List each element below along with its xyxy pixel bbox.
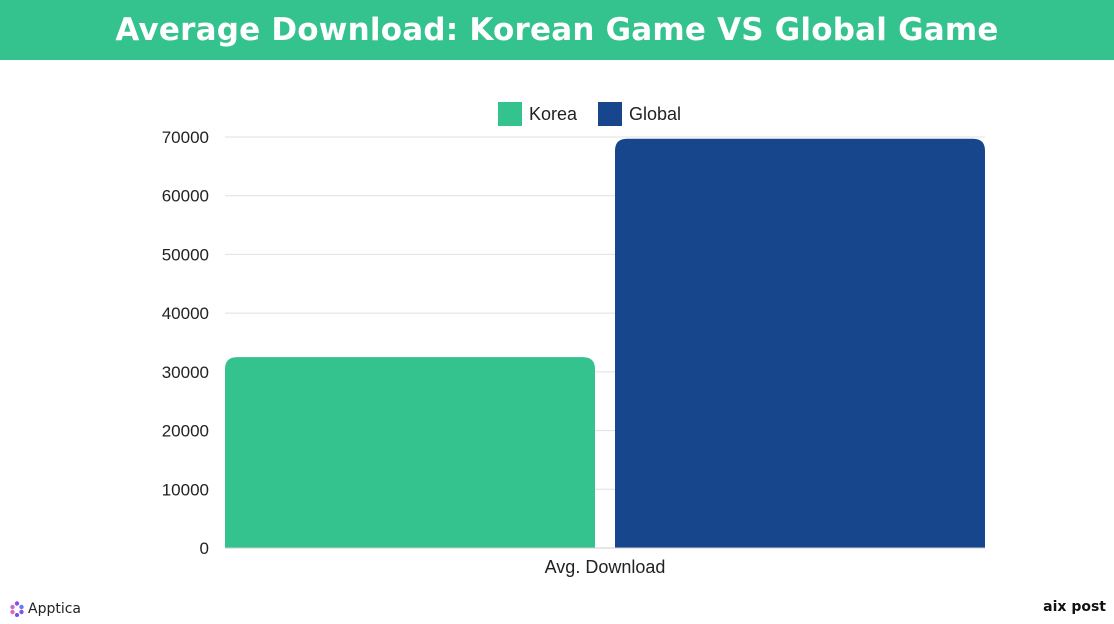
legend-swatch-korea: [498, 102, 522, 126]
header-banner: Average Download: Korean Game VS Global …: [0, 0, 1114, 60]
y-tick-label: 0: [200, 539, 209, 558]
apptica-logo: Apptica: [10, 600, 81, 618]
y-tick-label: 40000: [162, 304, 209, 323]
bar-chart: 0 10000 20000 30000 40000 50000 60000 70000 Avg…: [162, 102, 985, 577]
legend-swatch-global: [598, 102, 622, 126]
legend-label-korea: Korea: [529, 104, 578, 124]
legend: Korea Global: [498, 102, 681, 126]
aixpost-logo: aix post: [1043, 599, 1106, 615]
y-tick-label: 10000: [162, 480, 209, 499]
x-tick-label: Avg. Download: [545, 557, 666, 577]
bar-korea: [225, 357, 595, 548]
y-tick-label: 20000: [162, 422, 209, 441]
y-tick-label: 30000: [162, 363, 209, 382]
apptica-logo-text: Apptica: [28, 601, 82, 617]
y-axis: 0 10000 20000 30000 40000 50000 60000 70000: [162, 128, 209, 558]
y-tick-label: 70000: [162, 128, 209, 147]
y-tick-label: 60000: [162, 187, 209, 206]
x-axis: Avg. Download: [225, 547, 985, 577]
y-tick-label: 50000: [162, 245, 209, 264]
apptica-hexagon-icon: [10, 601, 24, 617]
legend-label-global: Global: [629, 104, 681, 124]
bars: [225, 138, 985, 549]
bar-global: [615, 138, 985, 549]
chart-title: Average Download: Korean Game VS Global …: [115, 12, 999, 48]
